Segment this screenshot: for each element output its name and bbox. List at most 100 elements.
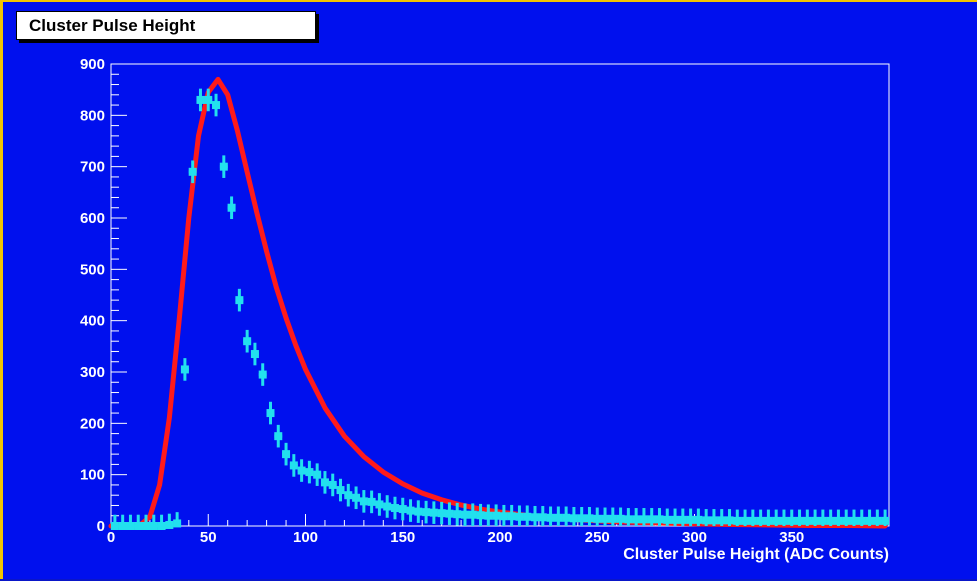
data-point [507,512,516,521]
data-point [134,522,143,530]
data-point [305,468,314,477]
data-point [359,497,368,506]
y-tick-label: 400 [80,313,105,330]
data-point [142,522,151,530]
data-point [126,522,135,530]
data-point [352,493,361,502]
data-point [756,516,765,525]
data-point [803,516,812,525]
x-tick-label: 100 [293,529,318,546]
data-point [748,516,757,525]
data-point [671,515,680,524]
data-point [538,513,547,522]
data-point [686,515,695,524]
data-point [297,466,306,475]
data-point [601,514,610,523]
y-tick-label: 900 [80,56,105,73]
data-point [764,516,773,525]
data-point [608,514,617,523]
data-point [857,516,866,525]
data-point [531,513,540,522]
data-point [616,514,625,523]
data-point [165,520,174,529]
y-tick-label: 500 [80,261,105,278]
data-point [795,516,804,525]
data-point [243,337,252,346]
data-point [725,516,734,525]
data-point [694,515,703,524]
data-point [546,513,555,522]
data-point [741,516,750,525]
fit-curve [108,76,888,529]
data-point [460,510,469,519]
data-point [811,516,820,525]
chart: 0 50 100 150 200 250 300 350 0 100 200 300 400 500 600… [80,56,890,563]
data-point [320,478,329,487]
data-point [717,516,726,525]
data-point [709,516,718,525]
x-tick-label: 350 [779,529,804,546]
data-point [484,511,493,520]
x-tick-label: 200 [487,529,512,546]
data-point [585,514,594,523]
data-point [453,510,462,519]
y-tick-label: 0 [97,518,105,535]
data-point [313,470,322,479]
y-tick-label: 300 [80,364,105,381]
data-point [787,516,796,525]
data-point [204,95,213,104]
data-point [274,432,283,441]
data-point [834,516,843,525]
data-point [328,480,337,489]
data-point [779,516,788,525]
data-point [118,522,127,530]
chart-title: Cluster Pulse Height [29,16,196,35]
data-point [826,516,835,525]
data-point [647,515,656,524]
data-point [678,515,687,524]
data-point [149,522,158,530]
data-point [282,450,291,459]
data-point [733,516,742,525]
data-point [250,350,259,359]
data-point [110,522,119,530]
data-point [632,515,641,524]
x-tick-label: 250 [585,529,610,546]
data-point [212,101,221,110]
data-point [873,516,882,525]
data-point [383,502,392,511]
data-point [624,515,633,524]
data-point [492,511,501,520]
data-point [523,512,532,521]
data-point [476,511,485,520]
data-point [468,510,477,519]
data-point [173,519,182,528]
y-tick-label: 600 [80,210,105,227]
x-tick-label: 0 [107,529,115,546]
plot-frame [110,63,890,527]
data-point [227,203,236,212]
data-point [772,516,781,525]
y-tick-label: 800 [80,107,105,124]
data-point [375,500,384,509]
data-point [554,513,563,522]
data-point [390,504,399,513]
data-point [445,509,454,518]
x-tick-label: 300 [682,529,707,546]
data-point [818,516,827,525]
chart-title-box: Cluster Pulse Height [16,11,316,40]
data-point [344,491,353,500]
data-point [336,486,345,495]
data-point [842,516,851,525]
data-point [562,513,571,522]
data-point [429,508,438,517]
data-point [569,514,578,523]
x-axis-title: Cluster Pulse Height (ADC Counts) [623,546,889,563]
data-point [196,95,205,104]
y-tick-label: 100 [80,467,105,484]
data-point [289,461,298,470]
data-point [515,512,524,521]
data-point [577,514,586,523]
data-point [865,516,874,525]
data-point [406,506,415,515]
